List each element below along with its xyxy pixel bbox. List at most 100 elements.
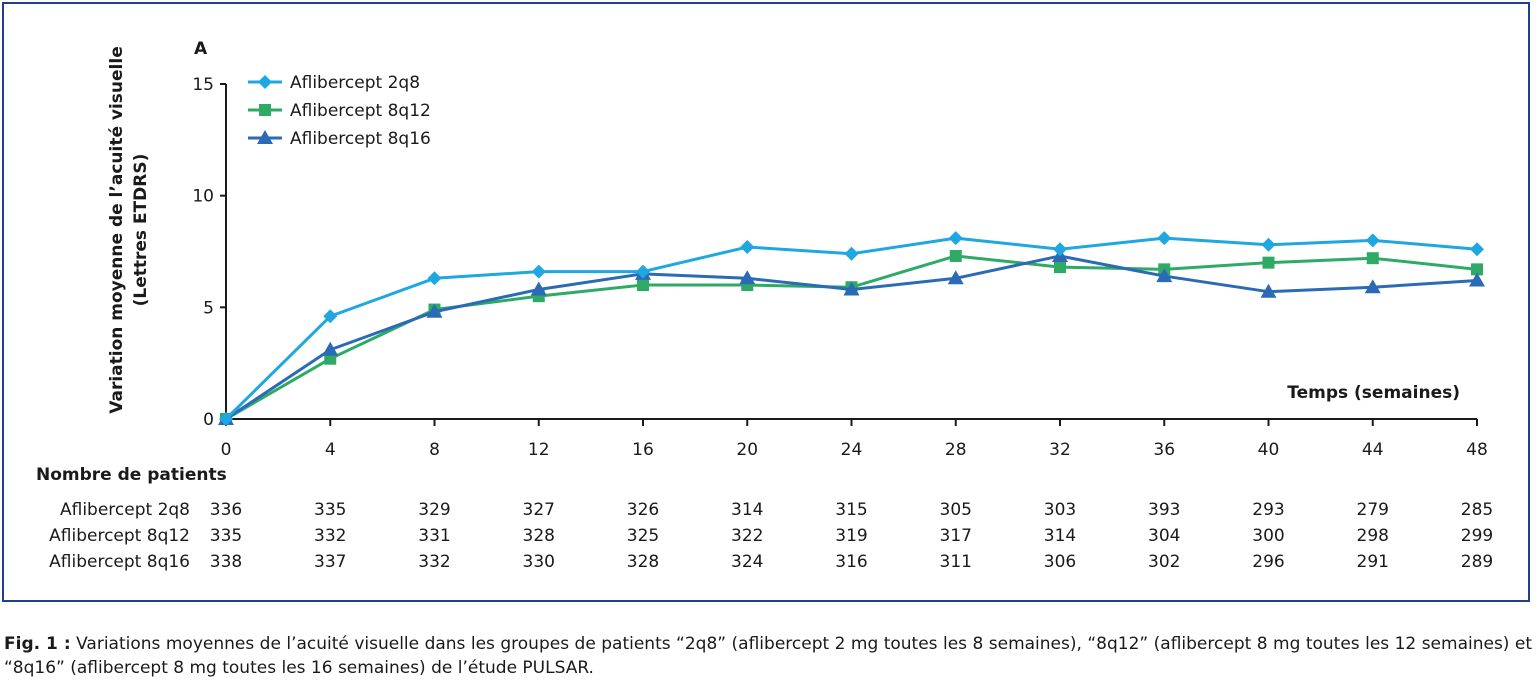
x-tick-label: 8 [429, 440, 440, 460]
legend-entry: Aflibercept 2q8 [248, 73, 420, 93]
patients-count-cell: 306 [1044, 552, 1076, 572]
data-point [530, 281, 547, 296]
figure-frame [2, 2, 1530, 602]
patients-row-label: Aflibercept 8q16 [49, 552, 190, 572]
patients-count-cell: 328 [523, 526, 555, 546]
data-point [1366, 252, 1379, 265]
series-layer [218, 231, 1485, 426]
patients-count-cell: 289 [1461, 552, 1493, 572]
x-tick-label: 36 [1153, 440, 1175, 460]
data-point [844, 246, 859, 261]
data-point [740, 240, 755, 255]
patients-count-cell: 293 [1252, 500, 1284, 520]
patients-table: Nombre de patients Aflibercept 2q8 336 335… [36, 465, 1493, 572]
y-axis-label-line1: Variation moyenne de l’acuité visuelle [107, 46, 127, 414]
data-point [531, 264, 546, 279]
patients-count-cell: 311 [940, 552, 972, 572]
patients-count-cell: 296 [1252, 552, 1284, 572]
data-point [1260, 283, 1277, 298]
legend-entry: Aflibercept 8q16 [248, 129, 431, 149]
x-tick-label: 20 [736, 440, 758, 460]
legend-marker [257, 130, 273, 144]
x-axis-label: Temps (semaines) [1287, 383, 1460, 403]
data-point [739, 270, 756, 285]
patients-count-cell: 314 [731, 500, 763, 520]
y-tick-label: 15 [192, 75, 214, 95]
data-point [1364, 279, 1381, 294]
patients-count-cell: 328 [627, 552, 659, 572]
data-point [947, 270, 964, 285]
patients-count-cell: 331 [418, 526, 450, 546]
patients-count-cell: 291 [1357, 552, 1389, 572]
panel-label: A [194, 39, 208, 59]
patients-count-cell: 338 [210, 552, 242, 572]
series-aflibercept-8q16 [218, 247, 1485, 425]
x-tick-label: 48 [1466, 440, 1488, 460]
patients-count-cell: 279 [1357, 500, 1389, 520]
data-point [948, 231, 963, 246]
legend-label: Aflibercept 8q16 [290, 129, 431, 149]
patients-count-cell: 316 [835, 552, 867, 572]
patients-count-cell: 303 [1044, 500, 1076, 520]
x-tick-label: 32 [1049, 440, 1071, 460]
patients-count-cell: 329 [418, 500, 450, 520]
patients-count-cell: 299 [1461, 526, 1493, 546]
data-point [949, 249, 962, 262]
data-point [637, 279, 649, 291]
patients-count-cell: 285 [1461, 500, 1493, 520]
data-point [219, 412, 233, 426]
patients-count-cell: 335 [314, 500, 346, 520]
patients-table-title: Nombre de patients [36, 465, 227, 485]
data-point [1470, 242, 1484, 257]
caption-prefix: Fig. 1 : [4, 634, 71, 654]
x-tick-label: 24 [841, 440, 863, 460]
line-chart: A Variation moyenne de l’acuité visuelle… [36, 39, 1493, 572]
patients-count-cell: 332 [314, 526, 346, 546]
legend-marker [259, 104, 271, 116]
figure-caption: Fig. 1 : Variations moyennes de l’acuité… [4, 632, 1532, 680]
patients-count-cell: 322 [731, 526, 763, 546]
patients-count-cell: 326 [627, 500, 659, 520]
patients-count-cell: 324 [731, 552, 763, 572]
legend: Aflibercept 2q8 Aflibercept 8q12 Afliberce… [248, 73, 431, 149]
data-point [1157, 231, 1172, 246]
patients-count-cell: 314 [1044, 526, 1076, 546]
x-tick-label: 44 [1362, 440, 1384, 460]
data-point [1261, 237, 1276, 252]
x-tick-label: 16 [632, 440, 654, 460]
data-point [322, 341, 339, 356]
x-tick-label: 40 [1258, 440, 1280, 460]
data-point [427, 271, 442, 286]
patients-count-cell: 325 [627, 526, 659, 546]
patients-row-label: Aflibercept 2q8 [60, 500, 190, 520]
patients-count-cell: 302 [1148, 552, 1180, 572]
patients-count-cell: 393 [1148, 500, 1180, 520]
y-tick-label: 5 [203, 298, 214, 318]
legend-label: Aflibercept 2q8 [290, 73, 420, 93]
patients-count-cell: 337 [314, 552, 346, 572]
patients-count-cell: 336 [210, 500, 242, 520]
patients-count-cell: 317 [940, 526, 972, 546]
legend-label: Aflibercept 8q12 [290, 101, 431, 121]
patients-count-cell: 305 [940, 500, 972, 520]
data-point [843, 281, 860, 296]
legend-entry: Aflibercept 8q12 [248, 101, 431, 121]
x-tick-label: 12 [528, 440, 550, 460]
patients-count-cell: 335 [210, 526, 242, 546]
patients-count-cell: 332 [418, 552, 450, 572]
y-tick-label: 10 [192, 187, 214, 207]
patients-count-cell: 304 [1148, 526, 1180, 546]
patients-count-cell: 319 [835, 526, 867, 546]
data-point [1156, 268, 1173, 283]
y-tick-label: 0 [203, 410, 214, 430]
data-point [1054, 261, 1066, 274]
data-point [323, 309, 338, 324]
legend-marker [258, 75, 272, 89]
data-point [1469, 272, 1485, 287]
patients-count-cell: 315 [835, 500, 867, 520]
patients-count-cell: 300 [1252, 526, 1284, 546]
y-axis-label-line2: (Lettres ETDRS) [131, 154, 151, 307]
x-tick-label: 28 [945, 440, 967, 460]
caption-text: Variations moyennes de l’acuité visuelle… [4, 634, 1533, 678]
